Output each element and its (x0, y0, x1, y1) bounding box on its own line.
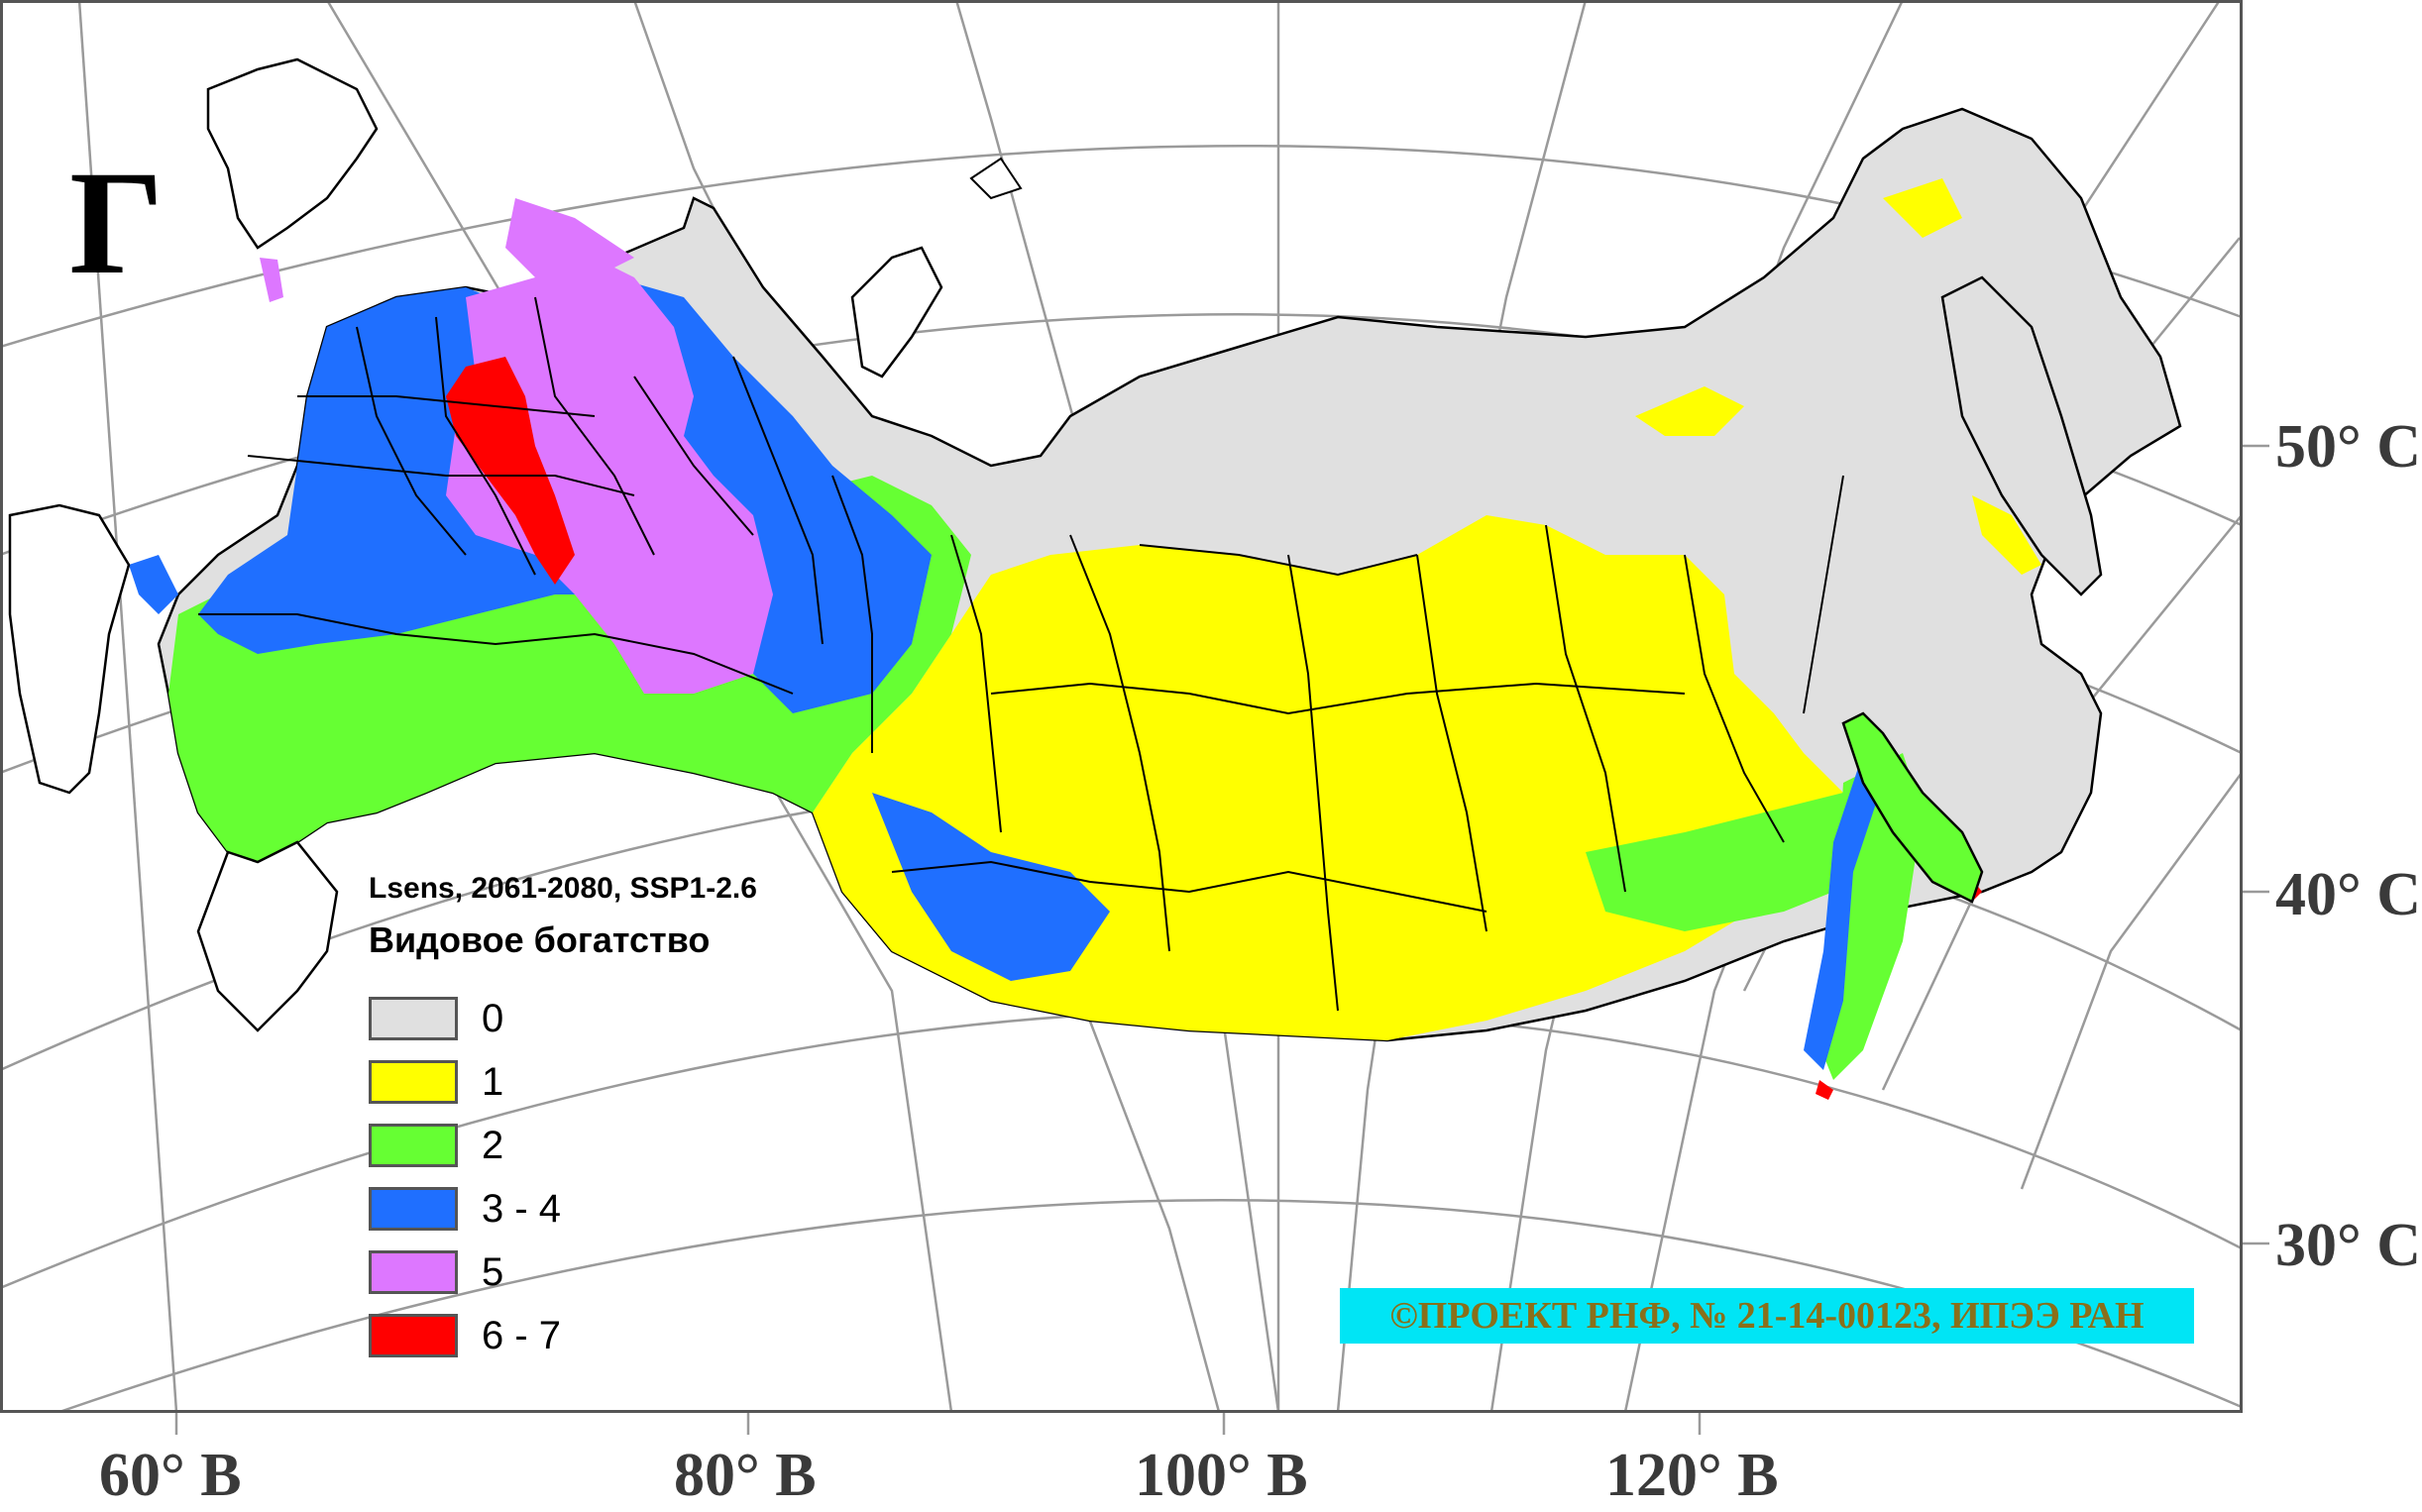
legend-label: 6 - 7 (482, 1313, 562, 1357)
legend-item-2: 2 (369, 1114, 757, 1177)
zone-blue-south (872, 793, 1110, 981)
caspian-outline (8, 503, 131, 795)
zone-violet (446, 258, 773, 694)
legend-label: 2 (482, 1123, 504, 1167)
legend-item-5: 6 - 7 (369, 1304, 757, 1367)
lat-label-40: 40° С (2275, 861, 2422, 928)
zone-red-south (1816, 1080, 1833, 1100)
zone-yellow-north (1635, 386, 1744, 436)
lon-label-80: 80° В (674, 1442, 817, 1509)
taymyr-outline (969, 157, 1023, 200)
legend-item-4: 5 (369, 1241, 757, 1304)
legend-label: 0 (482, 996, 504, 1040)
zone-red (446, 357, 575, 585)
zone-blue-primorye (1804, 753, 1883, 1070)
zone-blue-west (129, 555, 178, 614)
sakhalin-outline (1841, 711, 1984, 904)
legend-caption: Lsens, 2061-2080, SSP1-2.6 (369, 872, 757, 905)
legend-swatch (369, 1124, 458, 1167)
admin-borders (198, 296, 1844, 1012)
legend-item-0: 0 (369, 987, 757, 1050)
legend-swatch (369, 1314, 458, 1357)
legend-swatch (369, 1250, 458, 1294)
lon-label-100: 100° В (1135, 1442, 1308, 1509)
panel-letter: Г (69, 141, 165, 305)
zone-violet-island (260, 258, 283, 302)
legend-swatch (369, 997, 458, 1040)
legend-title: Видовое богатство (369, 919, 711, 960)
map-frame (0, 0, 2243, 1413)
kamchatka-yellow (1972, 495, 2041, 575)
kamchatka-outline (1940, 275, 2103, 596)
lon-label-120: 120° В (1605, 1442, 1779, 1509)
copyright-badge: ©ПРОЕКТ РНФ, № 21-14-00123, ИПЭЭ РАН (1340, 1288, 2194, 1344)
lon-label-60: 60° В (99, 1442, 242, 1509)
legend: Lsens, 2061-2080, SSP1-2.6 Видовое богат… (369, 872, 757, 1367)
scandinavia-outline (206, 57, 379, 250)
lat-label-50: 50° С (2275, 413, 2422, 481)
legend-swatch (369, 1187, 458, 1231)
legend-label: 5 (482, 1249, 504, 1294)
central-asia-outline (196, 840, 339, 1032)
legend-label: 3 - 4 (482, 1186, 562, 1231)
legend-item-1: 1 (369, 1050, 757, 1114)
zone-violet-kola (505, 198, 634, 277)
zone-yellow-ne (1883, 178, 1962, 238)
legend-swatch (369, 1060, 458, 1104)
lat-label-30: 30° С (2275, 1212, 2422, 1279)
zone-green-east (1586, 773, 1923, 931)
legend-item-3: 3 - 4 (369, 1177, 757, 1241)
legend-label: 1 (482, 1059, 504, 1104)
novaya-zemlya-outline (850, 246, 943, 378)
